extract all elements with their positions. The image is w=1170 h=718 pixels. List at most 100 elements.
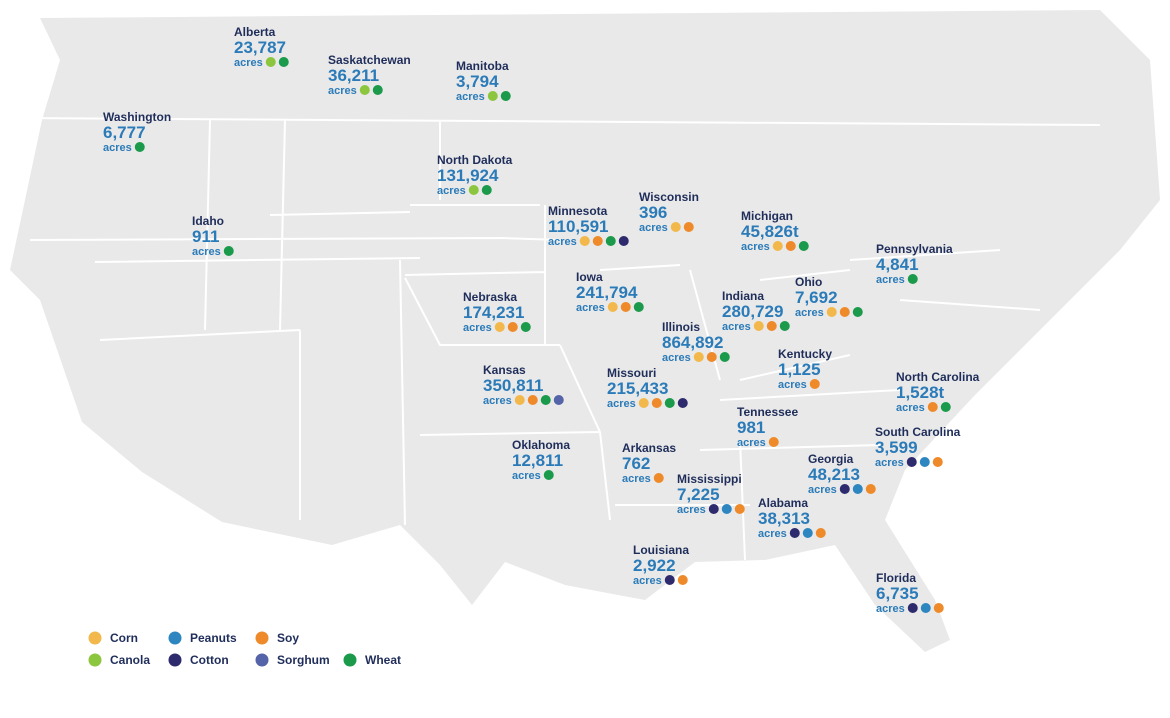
region-unit: acres: [896, 402, 925, 414]
crop-dot: [919, 457, 930, 467]
region-name: Missouri: [607, 366, 656, 380]
region-value: 215,433: [607, 379, 668, 398]
region-unit: acres: [622, 473, 651, 485]
legend-dot: [168, 631, 182, 645]
crop-dot: [826, 307, 837, 317]
region-value: 280,729: [722, 302, 783, 321]
region-name: Pennsylvania: [876, 242, 953, 256]
legend-dot: [343, 653, 357, 667]
region-unit: acres: [758, 528, 787, 540]
crop-dot: [579, 236, 590, 246]
region-value: 1,125: [778, 360, 821, 379]
crop-dot: [514, 395, 525, 405]
region-unit: acres: [456, 91, 485, 103]
region-unit: acres: [876, 274, 905, 286]
region-unit: acres: [576, 302, 605, 314]
region-unit: acres: [741, 241, 770, 253]
crop-dot: [927, 402, 938, 412]
crop-dot: [940, 402, 951, 412]
region-value: 911: [192, 227, 219, 246]
crop-dot: [734, 504, 745, 514]
crop-dot: [553, 395, 564, 405]
crop-dot: [223, 246, 234, 256]
crop-dot: [500, 91, 511, 101]
crop-dot: [540, 395, 551, 405]
region-name: Nebraska: [463, 290, 517, 304]
region-unit: acres: [483, 395, 512, 407]
region-name: Manitoba: [456, 59, 509, 73]
region-unit: acres: [639, 222, 668, 234]
crop-dot: [865, 484, 876, 494]
region-value: 350,811: [483, 376, 544, 395]
region-value: 12,811: [512, 451, 563, 470]
crop-dot: [592, 236, 603, 246]
region-value: 23,787: [234, 38, 286, 57]
crop-dot: [543, 470, 554, 480]
crop-dot: [494, 322, 505, 332]
region-name: Alberta: [234, 25, 276, 39]
legend-label: Wheat: [365, 653, 401, 667]
region-value: 6,735: [876, 584, 919, 603]
region-unit: acres: [328, 85, 357, 97]
region-value: 396: [639, 203, 667, 222]
crop-dot: [802, 528, 813, 538]
region-name: Michigan: [741, 209, 793, 223]
legend-dot: [88, 653, 102, 667]
region-value: 45,826t: [741, 222, 799, 241]
crop-dot: [618, 236, 629, 246]
crop-dot: [815, 528, 826, 538]
region-name: Georgia: [808, 452, 854, 466]
region-value: 4,841: [876, 255, 919, 274]
region-value: 110,591: [548, 217, 609, 236]
region-name: Mississippi: [677, 472, 742, 486]
crop-dot: [468, 185, 479, 195]
region-name: Ohio: [795, 275, 822, 289]
legend-dot: [255, 631, 269, 645]
region-unit: acres: [103, 142, 132, 154]
region-name: Indiana: [722, 289, 764, 303]
crop-dot: [677, 575, 688, 585]
crop-dot: [768, 437, 779, 447]
crop-dot: [677, 398, 688, 408]
region-name: Wisconsin: [639, 190, 699, 204]
crop-dot: [633, 302, 644, 312]
region-name: Tennessee: [737, 405, 798, 419]
region-value: 864,892: [662, 333, 723, 352]
region-name: Idaho: [192, 214, 224, 228]
region-name: Saskatchewan: [328, 53, 411, 67]
region-unit: acres: [512, 470, 541, 482]
crop-dot: [933, 603, 944, 613]
crop-dot: [852, 307, 863, 317]
region-value: 762: [622, 454, 650, 473]
region-value: 7,225: [677, 485, 720, 504]
region-unit: acres: [737, 437, 766, 449]
region-name: Louisiana: [633, 543, 689, 557]
crop-dot: [721, 504, 732, 514]
region-value: 38,313: [758, 509, 810, 528]
region-unit: acres: [633, 575, 662, 587]
region-value: 6,777: [103, 123, 146, 142]
crop-dot: [693, 352, 704, 362]
crop-dot: [664, 575, 675, 585]
region-unit: acres: [463, 322, 492, 334]
crop-dot: [839, 307, 850, 317]
region-name: North Dakota: [437, 153, 513, 167]
crop-dot: [907, 603, 918, 613]
crop-dot: [789, 528, 800, 538]
region-name: Florida: [876, 571, 916, 585]
